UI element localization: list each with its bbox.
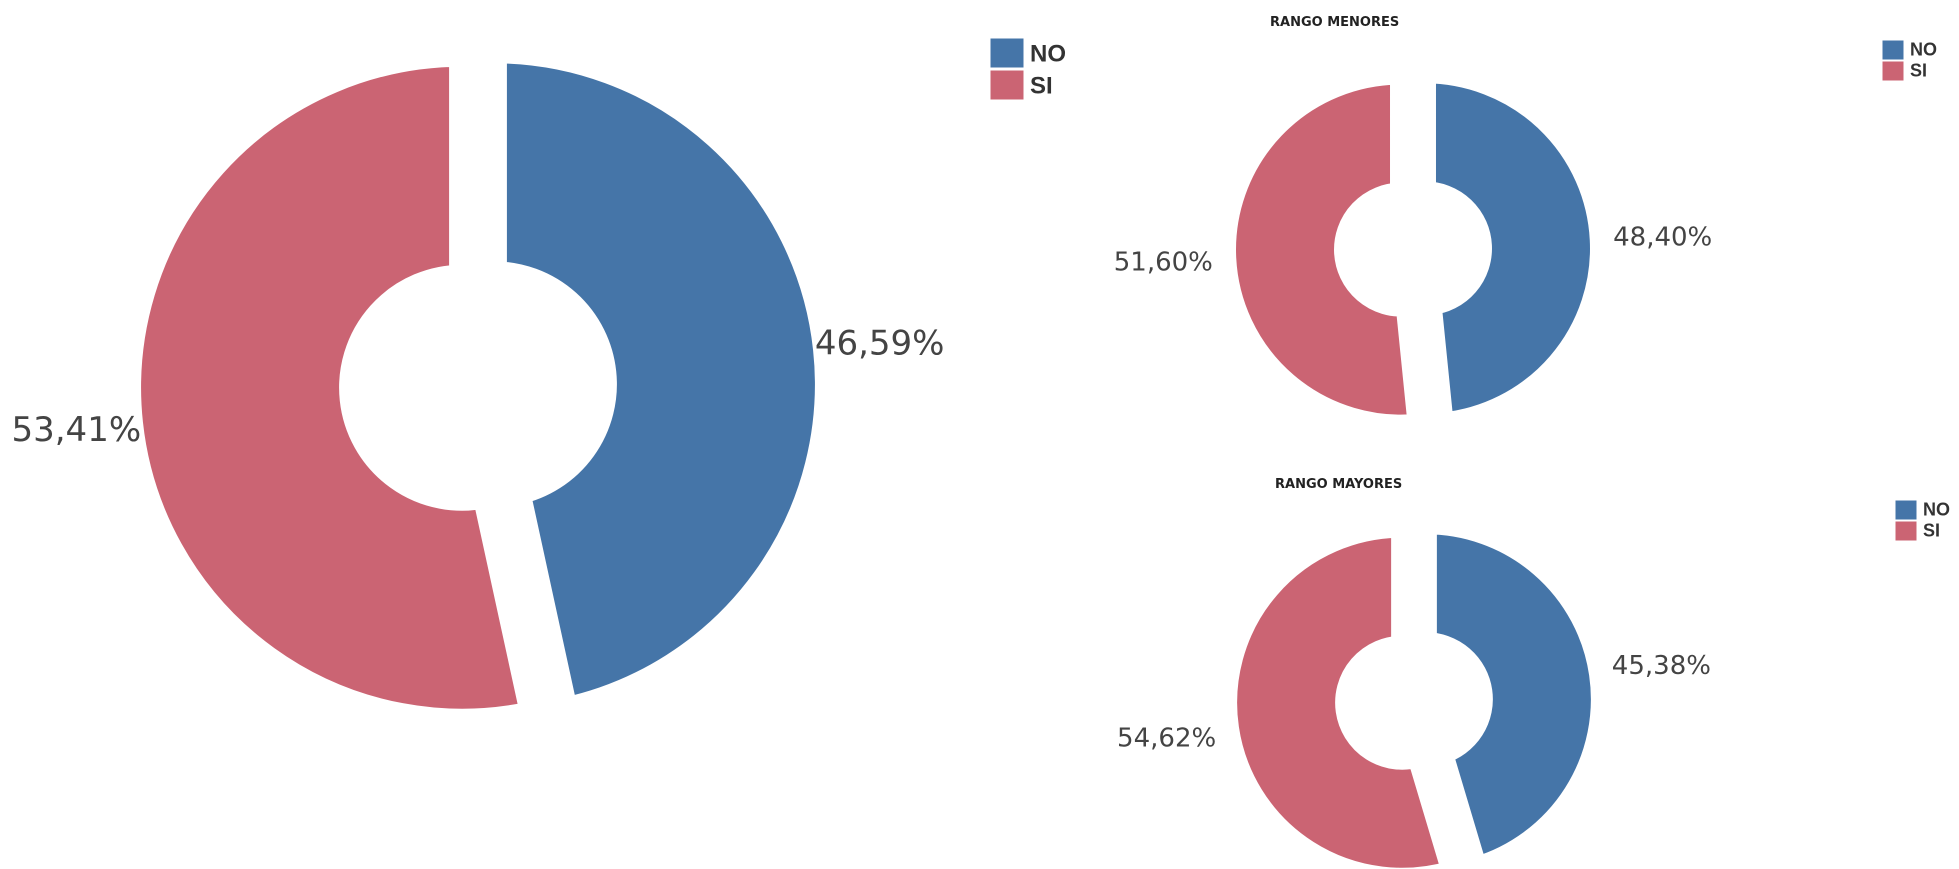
slice-no[interactable] [1414, 512, 1613, 869]
legend: NO SI [989, 37, 1066, 101]
slice-label-no: 45,38% [1612, 651, 1711, 681]
legend-label-no: NO [1923, 500, 1950, 520]
legend-label-no: NO [1030, 40, 1066, 67]
legend-label-no: NO [1910, 40, 1937, 60]
legend-swatch-no [1881, 39, 1905, 61]
legend-swatch-no [989, 37, 1025, 69]
slice-label-no: 46,59% [815, 324, 945, 364]
slice-label-si: 54,62% [1117, 723, 1216, 753]
slice-si[interactable] [115, 40, 549, 735]
donut-hole [1359, 195, 1467, 303]
slice-label-si: 51,60% [1114, 248, 1213, 278]
legend-swatch-no [1894, 499, 1918, 521]
chart-title: RANGO MENORES [1270, 15, 1399, 30]
chart-title: RANGO MAYORES [1275, 477, 1402, 492]
donut-hole [370, 278, 586, 494]
slice-label-no: 48,40% [1613, 223, 1712, 253]
slice-no[interactable] [1413, 61, 1612, 436]
legend-swatch-si [989, 69, 1025, 101]
legend-label-si: SI [1030, 72, 1053, 99]
donut-chart-1: 46,59% 53,41% NO SI [11, 37, 1066, 735]
slice-si[interactable] [1214, 62, 1431, 437]
legend-label-si: SI [1923, 521, 1940, 541]
donut-hole [1360, 647, 1468, 755]
legend-label-si: SI [1910, 61, 1927, 81]
legend-swatch-si [1894, 520, 1918, 542]
legend-swatch-si [1881, 60, 1905, 82]
slice-no[interactable] [480, 37, 841, 727]
slice-label-si: 53,41% [11, 410, 141, 450]
slice-si[interactable] [1215, 515, 1464, 869]
